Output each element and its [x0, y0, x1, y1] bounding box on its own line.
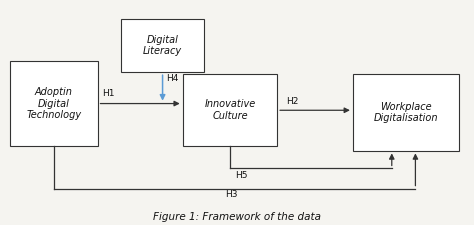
Text: Innovative
Culture: Innovative Culture — [204, 99, 255, 121]
Text: Digital
Literacy: Digital Literacy — [143, 35, 182, 56]
Text: Figure 1: Framework of the data: Figure 1: Framework of the data — [153, 212, 321, 222]
Text: Adoptin
Digital
Technology: Adoptin Digital Technology — [26, 87, 82, 120]
FancyBboxPatch shape — [182, 74, 277, 146]
Text: H4: H4 — [166, 74, 179, 83]
FancyBboxPatch shape — [353, 74, 459, 151]
FancyBboxPatch shape — [121, 19, 204, 72]
Text: H5: H5 — [235, 171, 247, 180]
Text: Workplace
Digitalisation: Workplace Digitalisation — [374, 102, 438, 123]
Text: H1: H1 — [102, 89, 115, 98]
FancyBboxPatch shape — [10, 61, 98, 146]
Text: H3: H3 — [225, 190, 237, 199]
Text: H2: H2 — [287, 97, 299, 106]
